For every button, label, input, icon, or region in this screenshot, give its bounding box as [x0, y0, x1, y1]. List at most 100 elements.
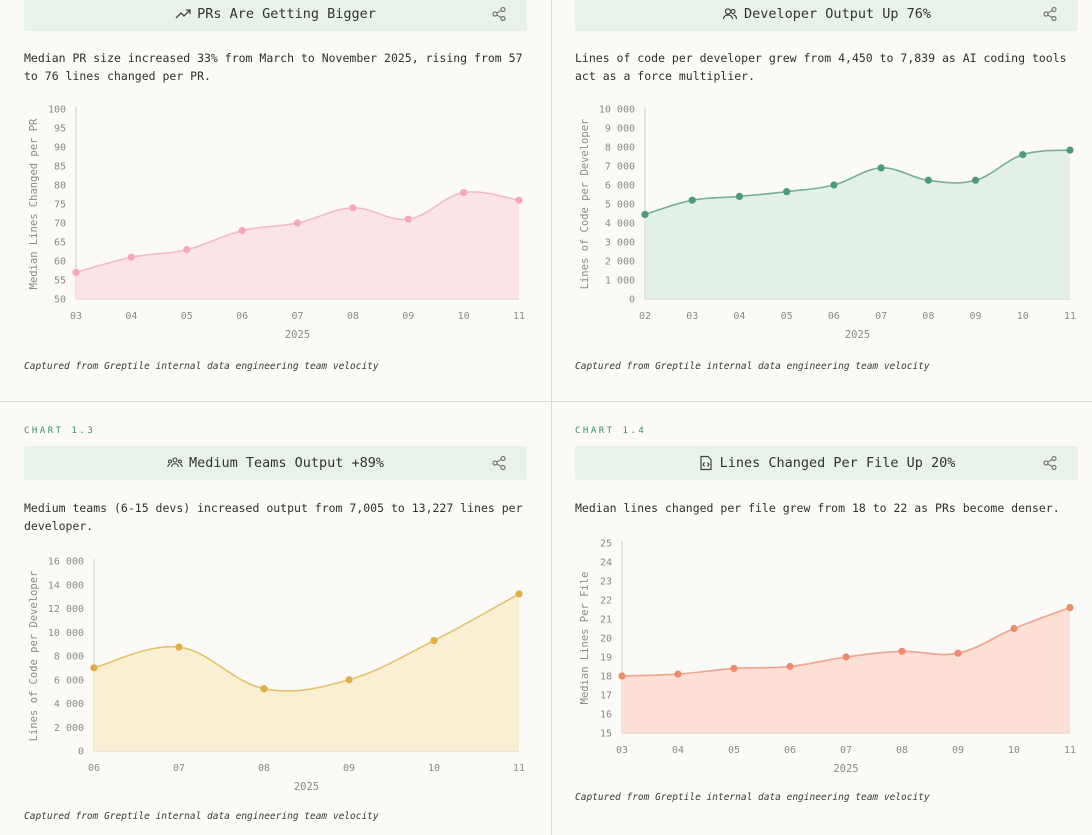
- x-tick-label: 08: [258, 763, 270, 774]
- line-area-chart: 0 2 000 4 000 6 000 8 000 10 000 12 000 14 000 1…: [28, 557, 525, 794]
- data-point: [404, 215, 412, 223]
- y-tick-label: 2 000: [605, 257, 635, 268]
- file-code-icon: [698, 455, 714, 471]
- x-tick-label: 09: [402, 311, 414, 322]
- panel-caption: Captured from Greptile internal data eng…: [24, 361, 379, 372]
- data-point: [90, 664, 98, 672]
- area-fill: [76, 191, 519, 299]
- y-axis-label: Median Lines Per File: [579, 572, 591, 705]
- panel-description: Median PR size increased 33% from March …: [24, 51, 523, 83]
- x-tick-label: 05: [728, 745, 740, 756]
- y-tick-label: 22: [600, 596, 612, 607]
- y-tick-label: 2 000: [54, 723, 84, 734]
- x-axis-label: 2025: [833, 763, 858, 775]
- x-tick-label: 04: [125, 311, 137, 322]
- x-tick-label: 02: [639, 311, 651, 322]
- x-tick-label: 11: [1064, 745, 1076, 756]
- data-point: [1010, 624, 1018, 633]
- share-icon[interactable]: [1042, 6, 1058, 22]
- y-tick-label: 24: [600, 558, 612, 569]
- data-point: [877, 164, 885, 172]
- x-tick-label: 05: [181, 311, 193, 322]
- data-point: [783, 188, 791, 196]
- share-icon[interactable]: [1042, 455, 1058, 471]
- y-tick-label: 19: [600, 653, 612, 664]
- data-point: [1019, 151, 1027, 159]
- data-point: [924, 176, 932, 184]
- data-point: [618, 672, 626, 680]
- y-tick-label: 1 000: [605, 276, 635, 287]
- share-icon[interactable]: [491, 455, 507, 471]
- share-icon[interactable]: [491, 6, 507, 22]
- y-tick-label: 10 000: [48, 628, 84, 639]
- y-tick-label: 8 000: [54, 652, 84, 663]
- data-point: [1066, 146, 1074, 154]
- data-point: [954, 649, 962, 657]
- y-tick-label: 21: [600, 615, 612, 626]
- panel-caption: Captured from Greptile internal data eng…: [24, 811, 379, 822]
- panel-caption: Captured from Greptile internal data eng…: [575, 792, 930, 803]
- users-icon: [722, 6, 738, 22]
- y-tick-label: 55: [54, 276, 66, 287]
- y-tick-label: 12 000: [48, 604, 84, 615]
- chart-panel-lines-per-file: CHART 1.4 Lines Changed Per File Up 20% …: [551, 402, 1092, 803]
- y-tick-label: 14 000: [48, 580, 84, 591]
- x-tick-label: 05: [781, 311, 793, 322]
- y-tick-label: 10 000: [599, 105, 635, 116]
- y-tick-label: 6 000: [605, 181, 635, 192]
- x-tick-label: 10: [428, 763, 440, 774]
- y-axis-label: Median Lines Changed per PR: [28, 118, 40, 289]
- y-tick-label: 3 000: [605, 238, 635, 249]
- data-point: [293, 219, 302, 227]
- data-point: [260, 685, 268, 693]
- x-tick-label: 03: [616, 745, 628, 756]
- y-tick-label: 8 000: [605, 143, 635, 154]
- y-tick-label: 25: [600, 539, 612, 550]
- y-tick-label: 4 000: [605, 219, 635, 230]
- chart-number: CHART 1.3: [24, 426, 96, 436]
- x-tick-label: 07: [840, 745, 852, 756]
- x-tick-label: 09: [952, 745, 964, 756]
- x-tick-label: 07: [173, 763, 185, 774]
- area-fill: [645, 150, 1070, 299]
- data-point: [898, 647, 906, 655]
- x-tick-label: 11: [513, 311, 525, 322]
- vertical-divider: [551, 0, 552, 835]
- trending-up-icon: [175, 6, 191, 22]
- x-tick-label: 08: [922, 311, 934, 322]
- y-tick-label: 80: [54, 181, 66, 192]
- y-tick-label: 16: [600, 710, 612, 721]
- x-tick-label: 03: [686, 311, 698, 322]
- x-tick-label: 06: [88, 763, 100, 774]
- chart-panel-medium-teams: CHART 1.3 Medium Teams Output +89% Mediu…: [0, 402, 551, 822]
- chart-panel-prs-size: PRs Are Getting Bigger Median PR size in…: [0, 0, 551, 401]
- y-tick-label: 50: [54, 295, 66, 306]
- x-tick-label: 10: [1017, 311, 1029, 322]
- x-tick-label: 04: [672, 745, 684, 756]
- data-point: [842, 653, 850, 661]
- series-line: [644, 149, 1071, 216]
- y-tick-label: 17: [600, 691, 612, 702]
- data-point: [786, 662, 794, 671]
- data-point: [349, 204, 357, 212]
- x-tick-label: 06: [236, 311, 248, 322]
- panel-title: Lines Changed Per File Up 20%: [719, 455, 956, 471]
- data-point: [183, 246, 191, 254]
- chart-number: CHART 1.4: [575, 426, 647, 436]
- area-fill: [622, 607, 1070, 733]
- data-point: [515, 196, 523, 204]
- panel-header: PRs Are Getting Bigger: [24, 0, 527, 31]
- y-tick-label: 4 000: [54, 699, 84, 710]
- data-point: [641, 210, 649, 219]
- y-tick-label: 85: [54, 162, 66, 173]
- x-axis-label: 2025: [845, 329, 870, 341]
- data-point: [830, 181, 838, 189]
- panel-title: Medium Teams Output +89%: [188, 455, 385, 471]
- data-point: [345, 676, 353, 684]
- y-tick-label: 6 000: [54, 675, 84, 686]
- panel-header: Medium Teams Output +89%: [24, 446, 527, 480]
- y-tick-label: 100: [48, 105, 66, 116]
- data-point: [430, 636, 438, 645]
- x-tick-label: 06: [828, 311, 840, 322]
